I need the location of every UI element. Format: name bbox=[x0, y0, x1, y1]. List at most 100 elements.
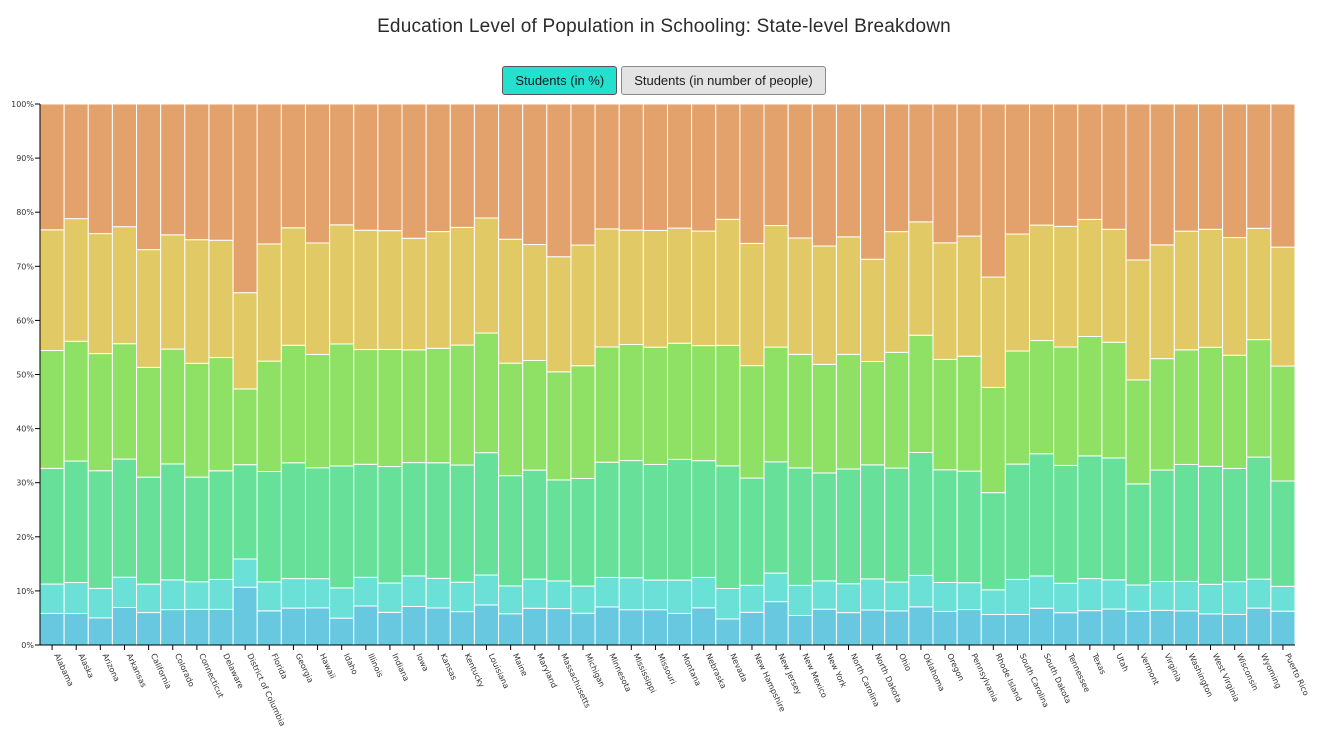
bar-segment[interactable] bbox=[618, 609, 644, 646]
bar-segment[interactable] bbox=[208, 608, 234, 646]
bar-segment[interactable] bbox=[1270, 585, 1296, 612]
bar-segment[interactable] bbox=[932, 103, 958, 244]
bar-segment[interactable] bbox=[1246, 456, 1272, 580]
bar-segment[interactable] bbox=[1053, 612, 1079, 646]
bar-segment[interactable] bbox=[160, 234, 186, 350]
bar-segment[interactable] bbox=[1197, 583, 1224, 615]
bar-segment[interactable] bbox=[667, 612, 693, 646]
percent-view-button[interactable]: Students (in %) bbox=[502, 66, 618, 95]
bar-segment[interactable] bbox=[449, 581, 475, 613]
bar-segment[interactable] bbox=[280, 462, 306, 580]
bar-segment[interactable] bbox=[449, 103, 475, 228]
bar-segment[interactable] bbox=[1173, 610, 1199, 646]
bar-segment[interactable] bbox=[1125, 259, 1151, 381]
bar-segment[interactable] bbox=[1197, 103, 1224, 230]
bar-segment[interactable] bbox=[787, 103, 813, 239]
count-view-button[interactable]: Students (in number of people) bbox=[621, 66, 826, 95]
bar-segment[interactable] bbox=[739, 611, 765, 646]
bar-segment[interactable] bbox=[1077, 455, 1103, 580]
bar-segment[interactable] bbox=[594, 228, 620, 348]
bar-segment[interactable] bbox=[473, 103, 500, 219]
bar-segment[interactable] bbox=[87, 353, 113, 472]
bar-segment[interactable] bbox=[522, 578, 548, 609]
bar-segment[interactable] bbox=[39, 350, 65, 469]
bar-segment[interactable] bbox=[449, 464, 475, 583]
bar-segment[interactable] bbox=[39, 103, 65, 231]
bar-segment[interactable] bbox=[570, 477, 596, 587]
bar-segment[interactable] bbox=[256, 103, 282, 245]
bar-segment[interactable] bbox=[1246, 607, 1272, 646]
bar-segment[interactable] bbox=[304, 607, 331, 646]
bar-segment[interactable] bbox=[304, 467, 331, 580]
bar-segment[interactable] bbox=[111, 103, 138, 228]
bar-segment[interactable] bbox=[304, 578, 331, 609]
bar-segment[interactable] bbox=[1222, 237, 1248, 356]
bar-segment[interactable] bbox=[425, 577, 451, 609]
bar-segment[interactable] bbox=[1173, 463, 1199, 582]
bar-segment[interactable] bbox=[642, 609, 668, 646]
bar-segment[interactable] bbox=[232, 464, 258, 560]
bar-segment[interactable] bbox=[570, 585, 596, 614]
bar-segment[interactable] bbox=[570, 612, 596, 646]
bar-segment[interactable] bbox=[1246, 227, 1272, 341]
bar-segment[interactable] bbox=[908, 334, 934, 454]
bar-segment[interactable] bbox=[1029, 224, 1055, 342]
bar-segment[interactable] bbox=[425, 462, 451, 579]
bar-segment[interactable] bbox=[860, 609, 886, 646]
bar-segment[interactable] bbox=[353, 463, 379, 578]
bar-segment[interactable] bbox=[1053, 346, 1079, 466]
bar-segment[interactable] bbox=[39, 467, 65, 585]
bar-segment[interactable] bbox=[111, 343, 138, 460]
bar-segment[interactable] bbox=[136, 476, 162, 585]
bar-segment[interactable] bbox=[377, 103, 403, 232]
bar-segment[interactable] bbox=[256, 360, 282, 472]
bar-segment[interactable] bbox=[39, 229, 65, 352]
bar-segment[interactable] bbox=[1222, 354, 1248, 469]
bar-segment[interactable] bbox=[232, 586, 258, 646]
bar-segment[interactable] bbox=[184, 362, 210, 478]
bar-segment[interactable] bbox=[1101, 103, 1127, 230]
bar-segment[interactable] bbox=[232, 103, 258, 294]
bar-segment[interactable] bbox=[1197, 613, 1224, 646]
bar-segment[interactable] bbox=[1077, 578, 1103, 612]
bar-segment[interactable] bbox=[932, 242, 958, 360]
bar-segment[interactable] bbox=[884, 581, 910, 612]
bar-segment[interactable] bbox=[1004, 233, 1031, 352]
bar-segment[interactable] bbox=[715, 218, 741, 346]
bar-segment[interactable] bbox=[449, 611, 475, 646]
bar-segment[interactable] bbox=[377, 466, 403, 584]
bar-segment[interactable] bbox=[1029, 453, 1055, 577]
bar-segment[interactable] bbox=[691, 230, 717, 347]
bar-segment[interactable] bbox=[1053, 582, 1079, 614]
bar-segment[interactable] bbox=[304, 353, 331, 469]
bar-segment[interactable] bbox=[1173, 349, 1199, 465]
bar-segment[interactable] bbox=[1053, 225, 1079, 348]
bar-segment[interactable] bbox=[594, 103, 620, 230]
bar-segment[interactable] bbox=[642, 346, 668, 465]
bar-segment[interactable] bbox=[932, 610, 958, 646]
bar-segment[interactable] bbox=[1101, 579, 1127, 610]
bar-segment[interactable] bbox=[1173, 580, 1199, 612]
bar-segment[interactable] bbox=[1222, 613, 1248, 646]
bar-segment[interactable] bbox=[425, 607, 451, 646]
bar-segment[interactable] bbox=[1029, 575, 1055, 609]
bar-segment[interactable] bbox=[353, 349, 379, 465]
bar-segment[interactable] bbox=[739, 365, 765, 479]
bar-segment[interactable] bbox=[932, 358, 958, 471]
bar-segment[interactable] bbox=[353, 605, 379, 646]
bar-segment[interactable] bbox=[136, 612, 162, 646]
bar-segment[interactable] bbox=[304, 242, 331, 355]
bar-segment[interactable] bbox=[63, 612, 89, 646]
bar-segment[interactable] bbox=[908, 221, 934, 336]
bar-segment[interactable] bbox=[884, 610, 910, 646]
bar-segment[interactable] bbox=[1270, 610, 1296, 646]
bar-segment[interactable] bbox=[1004, 350, 1031, 465]
bar-segment[interactable] bbox=[739, 584, 765, 613]
bar-segment[interactable] bbox=[1270, 365, 1296, 482]
bar-segment[interactable] bbox=[304, 103, 331, 244]
bar-segment[interactable] bbox=[691, 460, 717, 578]
bar-segment[interactable] bbox=[522, 244, 548, 362]
bar-segment[interactable] bbox=[280, 607, 306, 646]
bar-segment[interactable] bbox=[111, 606, 138, 646]
bar-segment[interactable] bbox=[1077, 336, 1103, 457]
